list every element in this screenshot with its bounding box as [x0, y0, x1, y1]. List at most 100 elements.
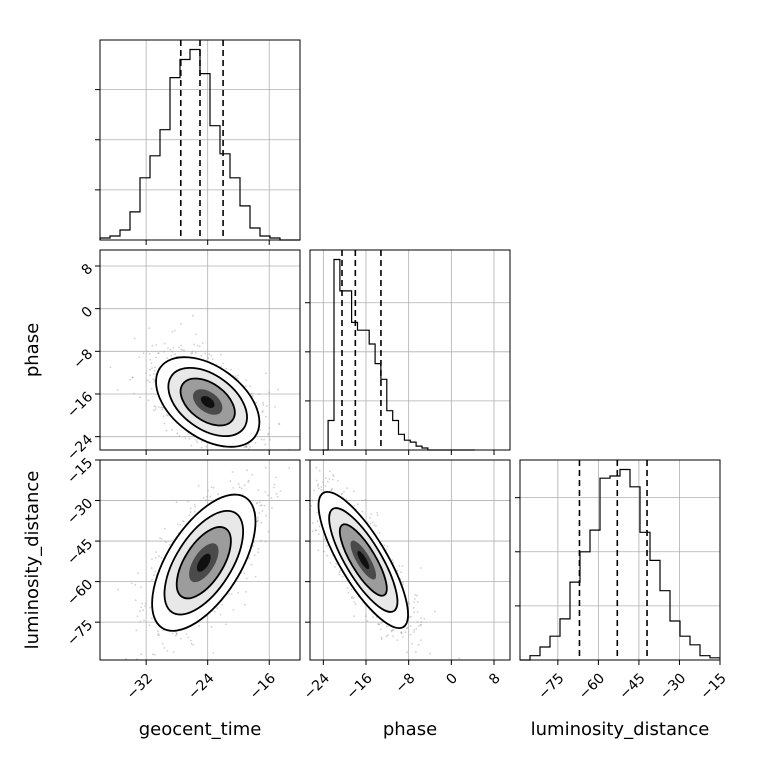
sample-point	[160, 556, 163, 559]
sample-point	[117, 588, 119, 591]
sample-point	[267, 494, 269, 497]
sample-point	[330, 489, 332, 492]
sample-point	[154, 366, 157, 369]
sample-point	[262, 403, 265, 406]
sample-point	[405, 627, 408, 630]
sample-point	[154, 556, 157, 559]
density-geocent_time|luminosity_distance	[117, 466, 291, 701]
sample-point	[144, 605, 147, 607]
sample-point	[152, 699, 154, 701]
sample-point	[243, 484, 246, 487]
sample-point	[267, 530, 270, 533]
sample-point	[116, 389, 119, 391]
sample-point	[375, 525, 377, 527]
sample-point	[194, 505, 197, 508]
sample-point	[244, 445, 247, 448]
contour-0	[317, 490, 409, 630]
sample-point	[332, 473, 334, 476]
sample-point	[369, 522, 372, 525]
sample-point	[209, 495, 212, 498]
sample-point	[230, 457, 232, 459]
sample-point	[390, 630, 393, 633]
y-tick-label-luminosity_distance: −15	[64, 455, 96, 487]
sample-point	[238, 486, 241, 489]
sample-point	[210, 625, 213, 628]
sample-point	[398, 565, 401, 567]
sample-point	[307, 507, 309, 509]
sample-point	[251, 473, 254, 476]
sample-point	[181, 520, 184, 522]
sample-point	[419, 623, 422, 626]
x-tick-label-luminosity_distance: −75	[535, 670, 567, 702]
sample-point	[423, 617, 426, 620]
sample-point	[264, 372, 267, 375]
sample-point	[152, 378, 155, 381]
panel-frame-geocent_time-luminosity_distance	[99, 459, 301, 661]
sample-point	[264, 491, 267, 493]
sample-point	[157, 352, 160, 354]
x-axis-label-geocent_time: geocent_time	[139, 719, 262, 740]
sample-point	[219, 613, 222, 616]
panel-frame-phase-luminosity_distance	[309, 459, 511, 661]
sample-point	[316, 520, 319, 523]
sample-point	[420, 624, 422, 626]
sample-point	[135, 629, 138, 632]
sample-point	[260, 504, 263, 507]
sample-point	[306, 484, 308, 486]
sample-point	[277, 388, 279, 391]
sample-point	[420, 639, 422, 642]
sample-point	[301, 465, 303, 467]
sample-point	[409, 625, 412, 627]
x-tick-label-phase: 8	[486, 670, 504, 688]
sample-point	[206, 495, 209, 498]
sample-point	[250, 392, 253, 395]
sample-point	[341, 575, 344, 578]
sample-point	[315, 529, 317, 532]
sample-point	[275, 452, 277, 454]
sample-point	[179, 637, 182, 640]
x-axis-label-phase: phase	[383, 719, 437, 740]
sample-point	[165, 414, 168, 416]
sample-point	[288, 467, 291, 469]
sample-point	[183, 520, 185, 523]
contour-0	[151, 493, 257, 632]
sample-point	[213, 610, 216, 613]
sample-point	[252, 545, 255, 547]
sample-point	[376, 514, 379, 517]
sample-point	[140, 653, 143, 656]
sample-point	[146, 379, 149, 382]
sample-point	[140, 586, 142, 589]
sample-point	[243, 572, 246, 575]
sample-point	[240, 487, 243, 490]
sample-point	[219, 353, 222, 356]
sample-point	[202, 497, 205, 499]
sample-point	[391, 629, 394, 631]
sample-point	[185, 633, 188, 635]
sample-point	[379, 628, 382, 631]
frames-layer	[99, 39, 721, 661]
sample-point	[324, 485, 327, 487]
sample-point	[134, 584, 137, 586]
sample-point	[131, 376, 134, 379]
sample-point	[187, 636, 190, 639]
sample-point	[417, 643, 420, 646]
sample-point	[191, 350, 194, 353]
marks-layer	[99, 40, 720, 661]
sample-point	[317, 483, 320, 485]
sample-point	[231, 455, 233, 457]
sample-point	[188, 514, 191, 517]
sample-point	[221, 603, 223, 606]
sample-point	[245, 385, 247, 387]
sample-point	[320, 486, 323, 488]
contour-0	[155, 356, 261, 448]
sample-point	[259, 462, 261, 464]
sample-point	[153, 369, 156, 372]
sample-point	[163, 647, 166, 649]
sample-point	[400, 631, 403, 634]
sample-point	[353, 490, 355, 493]
sample-point	[244, 445, 247, 447]
sample-point	[176, 432, 179, 435]
x-tick-label-phase: −8	[393, 670, 419, 696]
sample-point	[361, 510, 364, 513]
sample-point	[260, 539, 262, 542]
